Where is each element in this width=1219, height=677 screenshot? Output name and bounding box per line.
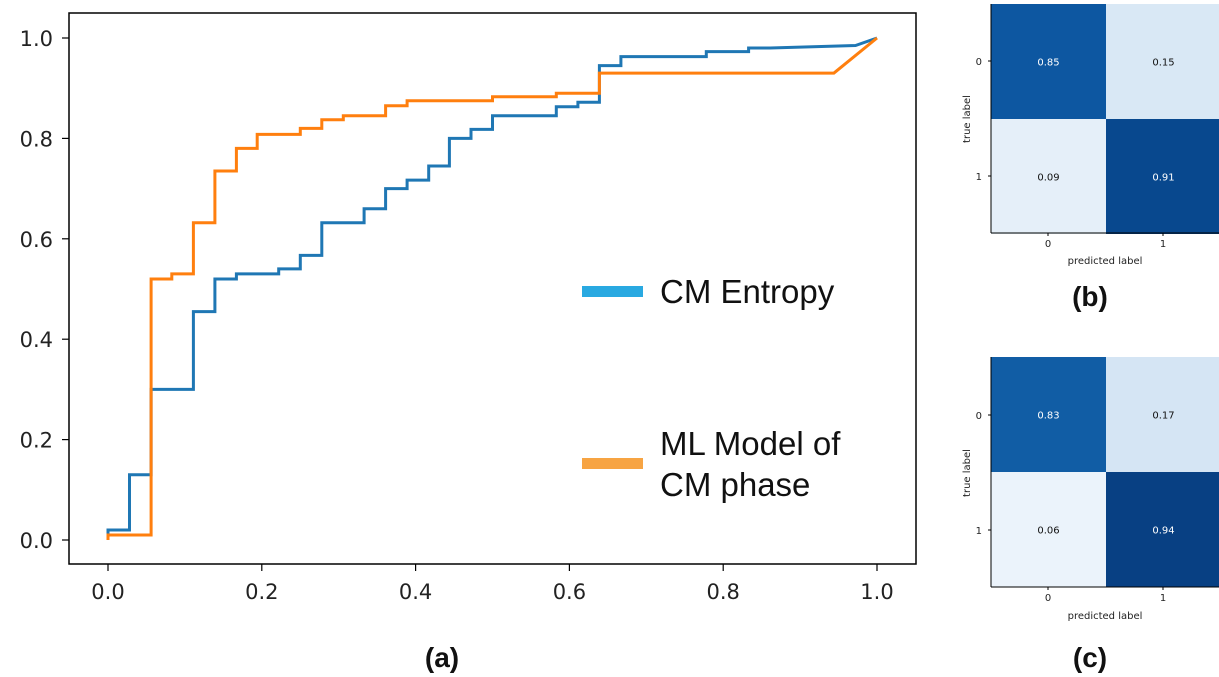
y-tick-label: 0.6: [20, 228, 53, 252]
x-axis-label: predicted label: [1068, 611, 1143, 622]
matrix-cell-0-0: [991, 4, 1106, 119]
matrix-value-1-0: 0.09: [1037, 173, 1059, 184]
matrix-cell-0-1: [1106, 357, 1219, 472]
legend-swatch-ml-model: [582, 458, 643, 469]
y-axis-label: true label: [962, 95, 973, 143]
y-axis-label: true label: [962, 449, 973, 497]
matrix-value-0-1: 0.17: [1152, 411, 1174, 422]
x-axis-ticks: 0.0 0.2 0.4 0.6 0.8 1.0: [91, 564, 894, 604]
series-line-0: [106, 36, 878, 540]
panel-a-line-chart: 0.0 0.2 0.4 0.6 0.8 1.0 0.0 0.2 0.4 0.6 0.8 1.0 CM…: [20, 12, 917, 673]
plot-lines: [106, 36, 878, 540]
matrix-cells: 0.83 0.17 0.06 0.94: [991, 357, 1219, 587]
panel-label-a: (a): [425, 642, 459, 673]
series-line-1: [106, 36, 878, 540]
panel-c-confusion-matrix: 0.83 0.17 0.06 0.94 0 1 0 1 predicted label…: [962, 357, 1219, 673]
y-tick-label: 1.0: [20, 27, 53, 51]
y-axis-ticks: 0.0 0.2 0.4 0.6 0.8 1.0: [20, 27, 69, 553]
matrix-cell-1-1: [1106, 472, 1219, 587]
panel-label-c: (c): [1073, 642, 1107, 673]
legend-label-ml-model: ML Model of CM phase: [660, 425, 841, 503]
legend: CM Entropy ML Model of CM phase: [582, 273, 841, 503]
y-tick-label: 0.0: [20, 529, 53, 553]
y-tick-0: 0: [976, 411, 982, 422]
panel-b-confusion-matrix: 0.85 0.15 0.09 0.91 0 1 0 1 predicted label…: [962, 4, 1219, 312]
y-tick-label: 0.2: [20, 429, 53, 453]
x-tick-0: 0: [1045, 239, 1051, 250]
y-tick-1: 1: [976, 526, 982, 537]
y-tick-label: 0.4: [20, 328, 53, 352]
legend-swatch-cm-entropy: [582, 286, 643, 297]
panel-label-b: (b): [1072, 281, 1108, 312]
matrix-cell-1-0: [991, 472, 1106, 587]
matrix-value-1-1: 0.91: [1152, 173, 1174, 184]
matrix-cells: 0.85 0.15 0.09 0.91: [991, 4, 1219, 234]
matrix-axes: [988, 357, 1219, 590]
x-tick-0: 0: [1045, 593, 1051, 604]
matrix-cell-1-0: [991, 119, 1106, 234]
x-axis-label: predicted label: [1068, 256, 1143, 267]
matrix-cell-0-0: [991, 357, 1106, 472]
matrix-cell-1-1: [1106, 119, 1219, 234]
y-tick-1: 1: [976, 172, 982, 183]
x-tick-label: 0.0: [91, 580, 124, 604]
matrix-value-0-1: 0.15: [1152, 58, 1174, 69]
x-tick-1: 1: [1160, 593, 1166, 604]
plot-frame: [68, 12, 917, 565]
matrix-cell-0-1: [1106, 4, 1219, 119]
x-tick-label: 1.0: [860, 580, 893, 604]
matrix-value-1-1: 0.94: [1152, 526, 1174, 537]
matrix-axes: [988, 4, 1219, 236]
x-tick-1: 1: [1160, 239, 1166, 250]
x-tick-label: 0.8: [706, 580, 739, 604]
y-tick-0: 0: [976, 57, 982, 68]
legend-label-cm-entropy: CM Entropy: [660, 273, 835, 310]
y-tick-label: 0.8: [20, 127, 53, 151]
x-tick-label: 0.6: [553, 580, 586, 604]
matrix-value-1-0: 0.06: [1037, 526, 1059, 537]
matrix-value-0-0: 0.83: [1037, 411, 1059, 422]
matrix-value-0-0: 0.85: [1037, 58, 1059, 69]
x-tick-label: 0.2: [245, 580, 278, 604]
x-tick-label: 0.4: [399, 580, 432, 604]
